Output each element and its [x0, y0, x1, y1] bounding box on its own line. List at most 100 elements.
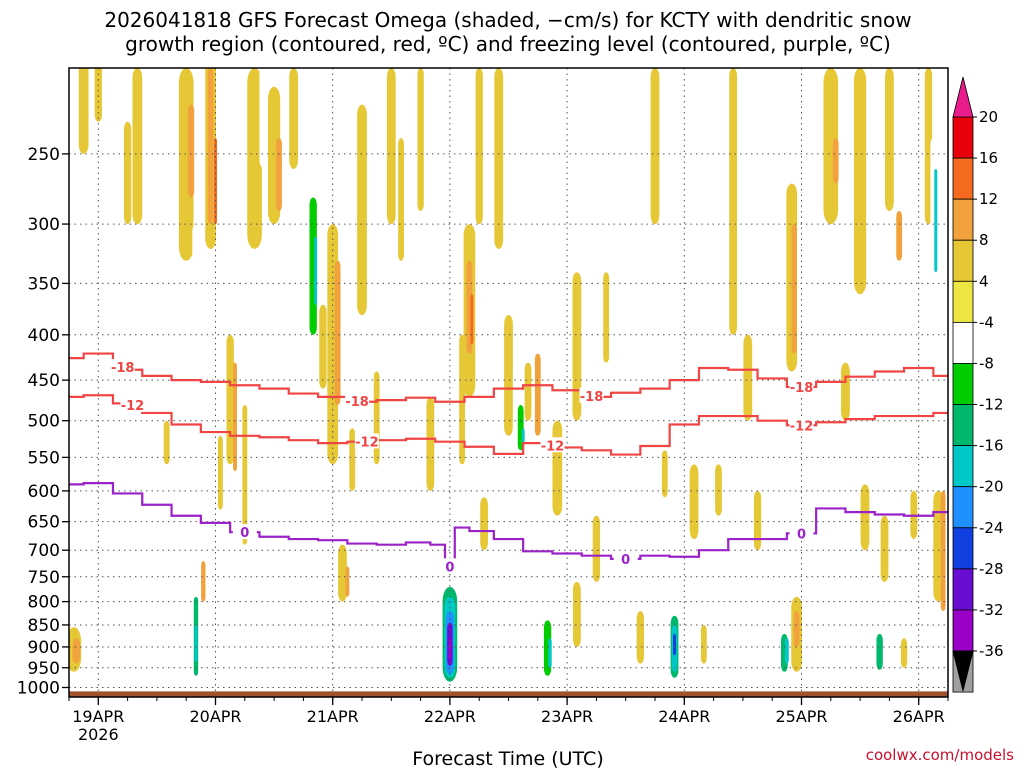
ground-layer [69, 691, 948, 697]
omega-cell-87 [729, 68, 738, 335]
colorbar-segment-9 [952, 486, 974, 529]
x-tick-label-24APR: 24APR [658, 707, 710, 726]
omega-cell-43 [426, 396, 435, 491]
omega-cell-107 [880, 515, 889, 582]
omega-cell-20 [217, 435, 223, 510]
omega-cell-28 [289, 68, 299, 169]
omega-cell-1 [72, 638, 81, 664]
omega-cell-5 [132, 68, 143, 225]
colorbar-tick-label-1: 16 [979, 149, 998, 167]
colorbar-tick-label-11: -28 [979, 560, 1004, 578]
contour-layer: -18 -18 -18 -18 -12 -12 -12 -12 0 0 0 0 [69, 352, 948, 575]
omega-cell-8 [156, 272, 163, 354]
y-tick-label-300: 300 [28, 215, 60, 235]
x-axis-title: Forecast Time (UTC) [412, 748, 603, 768]
colorbar-tick-label-13: -36 [979, 642, 1004, 660]
colorbar-tick-label-4: 4 [979, 272, 989, 290]
colorbar-tick-label-6: -8 [979, 354, 994, 372]
omega-cell-95 [791, 224, 797, 354]
omega-cell-37 [349, 428, 356, 491]
omega-cell-23 [242, 404, 248, 545]
omega-cell-41 [398, 138, 404, 261]
dendritic-bottom-label-bg-3 [789, 417, 814, 433]
chart-title-line-2: growth region (contoured, red, ºC) and f… [125, 32, 891, 56]
omega-cell-66 [548, 638, 552, 668]
colorbar-segment-6 [952, 363, 974, 405]
omega-cell-25 [259, 68, 270, 169]
x-tick-label-19APR: 19APR [72, 707, 124, 726]
freezing-level-label-0: 0 [240, 526, 249, 541]
omega-cell-11 [187, 104, 195, 198]
omega-cell-2 [78, 68, 89, 154]
colorbar-tick-label-10: -24 [979, 519, 1004, 537]
dendritic-top-label-3: -18 [790, 381, 814, 396]
colorbar-tick-label-3: 8 [979, 231, 989, 249]
colorbar-segment-7 [952, 404, 974, 447]
freezing-level-label-bg-3 [789, 525, 814, 541]
omega-cell-63 [534, 353, 541, 436]
y-tick-label-950: 950 [28, 659, 60, 679]
omega-cell-35 [338, 544, 347, 602]
y-tick-label-900: 900 [28, 638, 60, 658]
y-tick-label-450: 450 [28, 371, 60, 391]
omega-cell-68 [558, 615, 566, 672]
y-tick-label-400: 400 [28, 326, 60, 346]
omega-cell-42 [417, 68, 424, 212]
omega-cell-73 [603, 272, 610, 363]
dendritic-bottom-label-2: -12 [541, 439, 565, 454]
omega-cell-103 [853, 68, 867, 295]
colorbar: 20 16 12 8 4 -4 -8 -12 -16 -20 -24 -28 -32 -36 [952, 76, 1004, 693]
omega-cell-58 [504, 315, 513, 436]
colorbar-segment-12 [952, 609, 974, 652]
y-tick-label-1000: 1000 [17, 678, 60, 698]
dendritic-bottom-label-bg-2 [540, 437, 565, 453]
credit-link[interactable]: coolwx.com/models [866, 746, 1014, 764]
omega-cell-19 [214, 138, 217, 225]
omega-cell-31 [314, 236, 318, 305]
omega-cell-12 [192, 224, 200, 345]
colorbar-segment-5 [952, 321, 974, 364]
omega-cell-69 [572, 581, 581, 647]
omega-shading-layer [69, 68, 946, 682]
omega-cell-16 [201, 561, 206, 602]
omega-cell-54 [470, 294, 474, 345]
y-tick-label-750: 750 [28, 568, 60, 588]
y-axis-ticks: 2503003504004505005506006507007508008509… [17, 145, 69, 698]
y-tick-label-850: 850 [28, 616, 60, 636]
omega-cell-22 [233, 362, 237, 472]
omega-cell-21 [226, 334, 234, 465]
y-tick-label-550: 550 [28, 448, 60, 468]
omega-cell-71 [581, 638, 592, 682]
colorbar-tick-label-7: -12 [979, 396, 1004, 414]
x-tick-label-20APR: 20APR [189, 707, 241, 726]
x-tick-label-21APR: 21APR [307, 707, 359, 726]
x-tick-label-26APR: 26APR [893, 707, 945, 726]
omega-cell-86 [715, 464, 722, 516]
ground-surface [69, 691, 948, 697]
omega-cell-76 [650, 68, 660, 225]
chart-title-line-1: 2026041818 GFS Forecast Omega (shaded, −… [104, 8, 911, 32]
dendritic-top-label-0: -18 [111, 361, 135, 376]
dendritic-bottom-label-bg-0 [120, 396, 145, 412]
x-tick-label-25APR: 25APR [775, 707, 827, 726]
omega-cell-109 [896, 211, 903, 261]
omega-cell-106 [876, 633, 883, 670]
omega-cell-57 [494, 68, 504, 249]
omega-cell-97 [793, 611, 800, 647]
omega-cell-70 [572, 272, 582, 421]
omega-cell-3 [94, 68, 102, 122]
omega-cell-104 [860, 484, 870, 551]
omega-cell-116 [940, 490, 946, 612]
colorbar-tick-label-2: 12 [979, 190, 998, 208]
y-tick-label-800: 800 [28, 593, 60, 613]
freezing-level-label-bg-2 [613, 550, 638, 566]
omega-cell-88 [734, 457, 742, 545]
colorbar-tick-label-12: -32 [979, 601, 1004, 619]
omega-cell-38 [357, 104, 367, 316]
omega-cell-77 [661, 450, 668, 498]
omega-cell-18 [207, 68, 214, 225]
x-tick-label-22APR: 22APR [424, 707, 476, 726]
colorbar-segment-8 [952, 445, 974, 488]
